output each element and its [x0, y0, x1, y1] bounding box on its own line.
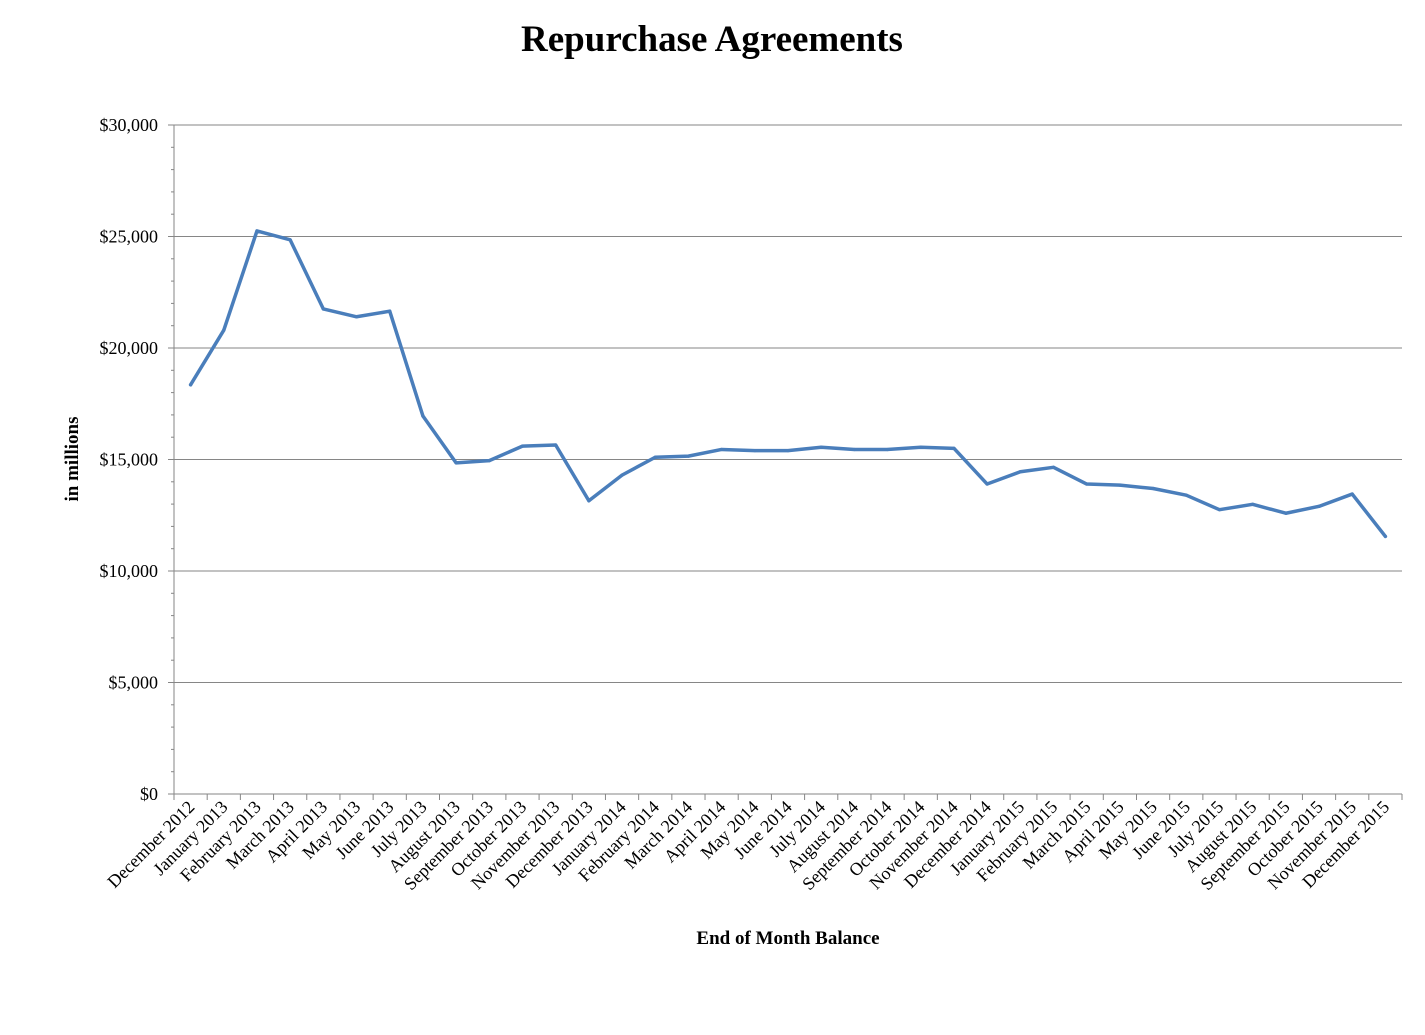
data-point [321, 307, 325, 311]
data-point [885, 447, 890, 452]
data-point [819, 445, 823, 449]
data-point [421, 414, 425, 418]
data-point [1118, 483, 1122, 487]
data-point [188, 383, 193, 387]
data-point [786, 448, 790, 453]
data-point [354, 315, 359, 319]
data-point [1184, 493, 1188, 497]
data-point [620, 473, 624, 477]
data-point [454, 461, 458, 465]
y-tick-label: $20,000 [100, 338, 159, 358]
data-point [1350, 492, 1354, 496]
data-point [985, 482, 989, 486]
data-point [1317, 504, 1321, 508]
data-point [222, 328, 226, 332]
y-tick-label: $5,000 [109, 673, 159, 693]
data-point [255, 229, 259, 233]
data-point [852, 447, 856, 452]
data-point [1251, 502, 1255, 506]
gridlines [174, 124, 1402, 683]
data-point [520, 444, 525, 448]
data-point [952, 446, 956, 450]
y-axis-title: in millions [62, 417, 83, 502]
y-tick-label: $10,000 [100, 561, 159, 581]
chart-title: Repurchase Agreements [521, 19, 903, 60]
data-point [487, 459, 491, 463]
data-point [554, 443, 558, 447]
data-point [653, 455, 657, 459]
y-axis-ticks: $0 $5,000 $10,000 $15,000 $20,000 $25,000 $30,… [100, 115, 174, 804]
series-group [188, 229, 1388, 539]
x-axis-title: End of Month Balance [696, 928, 879, 949]
data-point [388, 309, 392, 313]
series-line [188, 229, 1388, 539]
data-point [1018, 470, 1022, 474]
y-tick-label: $25,000 [100, 227, 159, 247]
y-tick-label: $15,000 [100, 450, 159, 470]
data-point [919, 445, 923, 449]
y-tick-label: $0 [140, 784, 158, 804]
data-point [1085, 482, 1089, 486]
data-point [720, 447, 724, 452]
data-point [1151, 486, 1155, 491]
data-point [753, 448, 757, 453]
data-point [1383, 534, 1388, 539]
data-point [1284, 511, 1288, 515]
data-point [288, 238, 292, 242]
data-point [587, 499, 591, 503]
data-point [1051, 465, 1056, 469]
data-point [1217, 508, 1222, 512]
y-tick-label: $30,000 [100, 115, 159, 135]
data-point [686, 454, 691, 458]
